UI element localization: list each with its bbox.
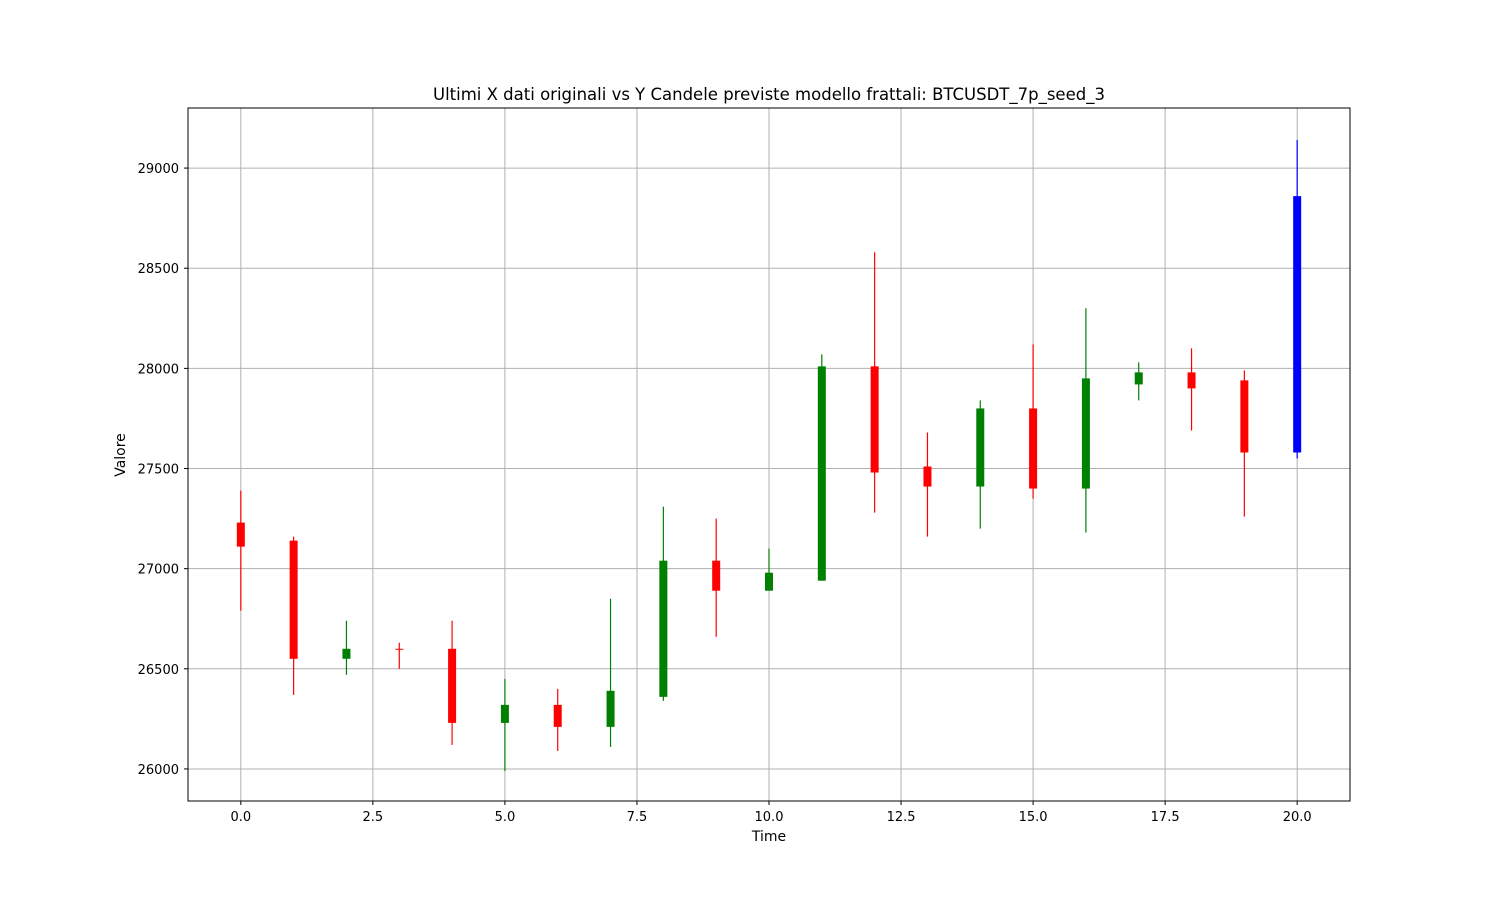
x-tick-label: 5.0 xyxy=(495,810,516,825)
x-tick-label: 15.0 xyxy=(1019,810,1048,825)
chart-title: Ultimi X dati originali vs Y Candele pre… xyxy=(433,85,1105,105)
x-tick-label: 12.5 xyxy=(887,810,916,825)
candle-down xyxy=(712,518,721,637)
candle-body xyxy=(765,572,773,591)
y-tick-label: 26500 xyxy=(138,663,179,678)
candle-down xyxy=(448,620,457,745)
x-axis-label: Time xyxy=(751,829,786,845)
candle-down xyxy=(1187,348,1196,431)
candle-down xyxy=(923,432,932,537)
candle-body xyxy=(1029,408,1038,489)
candle-down xyxy=(553,688,562,751)
candle-body xyxy=(923,466,932,487)
candle-body xyxy=(289,540,298,659)
candle-body xyxy=(1293,196,1302,453)
candle-up xyxy=(1134,362,1143,401)
candle-body xyxy=(1081,378,1090,489)
candle-body xyxy=(1134,372,1143,385)
x-tick-label: 17.5 xyxy=(1151,810,1180,825)
candle-body xyxy=(448,648,457,723)
candle-body xyxy=(395,648,404,650)
candle-up xyxy=(659,506,668,701)
candles xyxy=(236,140,1302,771)
candle-body xyxy=(659,560,668,697)
candle-down xyxy=(1240,370,1249,517)
candle-down xyxy=(236,490,245,611)
candle-up xyxy=(606,598,615,747)
candle-up xyxy=(817,354,826,581)
candle-down xyxy=(870,252,879,513)
grid-lines xyxy=(188,108,1350,801)
candle-up xyxy=(976,400,985,529)
axis-ticks: 0.0 2.5 5.0 7.5 10.0 12.5 15.0 17.5 20.0 26000 265… xyxy=(138,162,1312,825)
y-tick-label: 27000 xyxy=(138,563,179,578)
y-axis-label: Valore xyxy=(113,433,129,477)
y-tick-label: 27500 xyxy=(138,463,179,478)
candle-body xyxy=(606,690,615,727)
candle-body xyxy=(236,522,245,547)
candle-body xyxy=(976,408,985,487)
candle-body xyxy=(870,366,879,473)
candle-up xyxy=(1081,308,1090,533)
candle-body xyxy=(1240,380,1249,453)
candle-body xyxy=(500,704,509,723)
x-tick-label: 7.5 xyxy=(627,810,648,825)
y-tick-label: 29000 xyxy=(138,162,179,177)
y-tick-label: 28000 xyxy=(138,362,179,377)
y-tick-label: 28500 xyxy=(138,262,179,277)
x-tick-label: 10.0 xyxy=(755,810,784,825)
candle-predicted xyxy=(1293,140,1302,459)
candle-up xyxy=(500,678,509,771)
candle-down xyxy=(1029,344,1038,499)
x-tick-label: 2.5 xyxy=(363,810,384,825)
candle-down xyxy=(395,642,404,669)
candle-down xyxy=(289,536,298,695)
x-tick-label: 20.0 xyxy=(1283,810,1312,825)
candle-body xyxy=(1187,372,1196,389)
candle-body xyxy=(342,648,351,659)
candle-body xyxy=(817,366,826,581)
candle-body xyxy=(712,560,721,591)
candle-up xyxy=(765,548,773,591)
y-tick-label: 26000 xyxy=(138,763,179,778)
candle-body xyxy=(553,704,562,727)
x-tick-label: 0.0 xyxy=(230,810,251,825)
candle-up xyxy=(342,620,351,675)
